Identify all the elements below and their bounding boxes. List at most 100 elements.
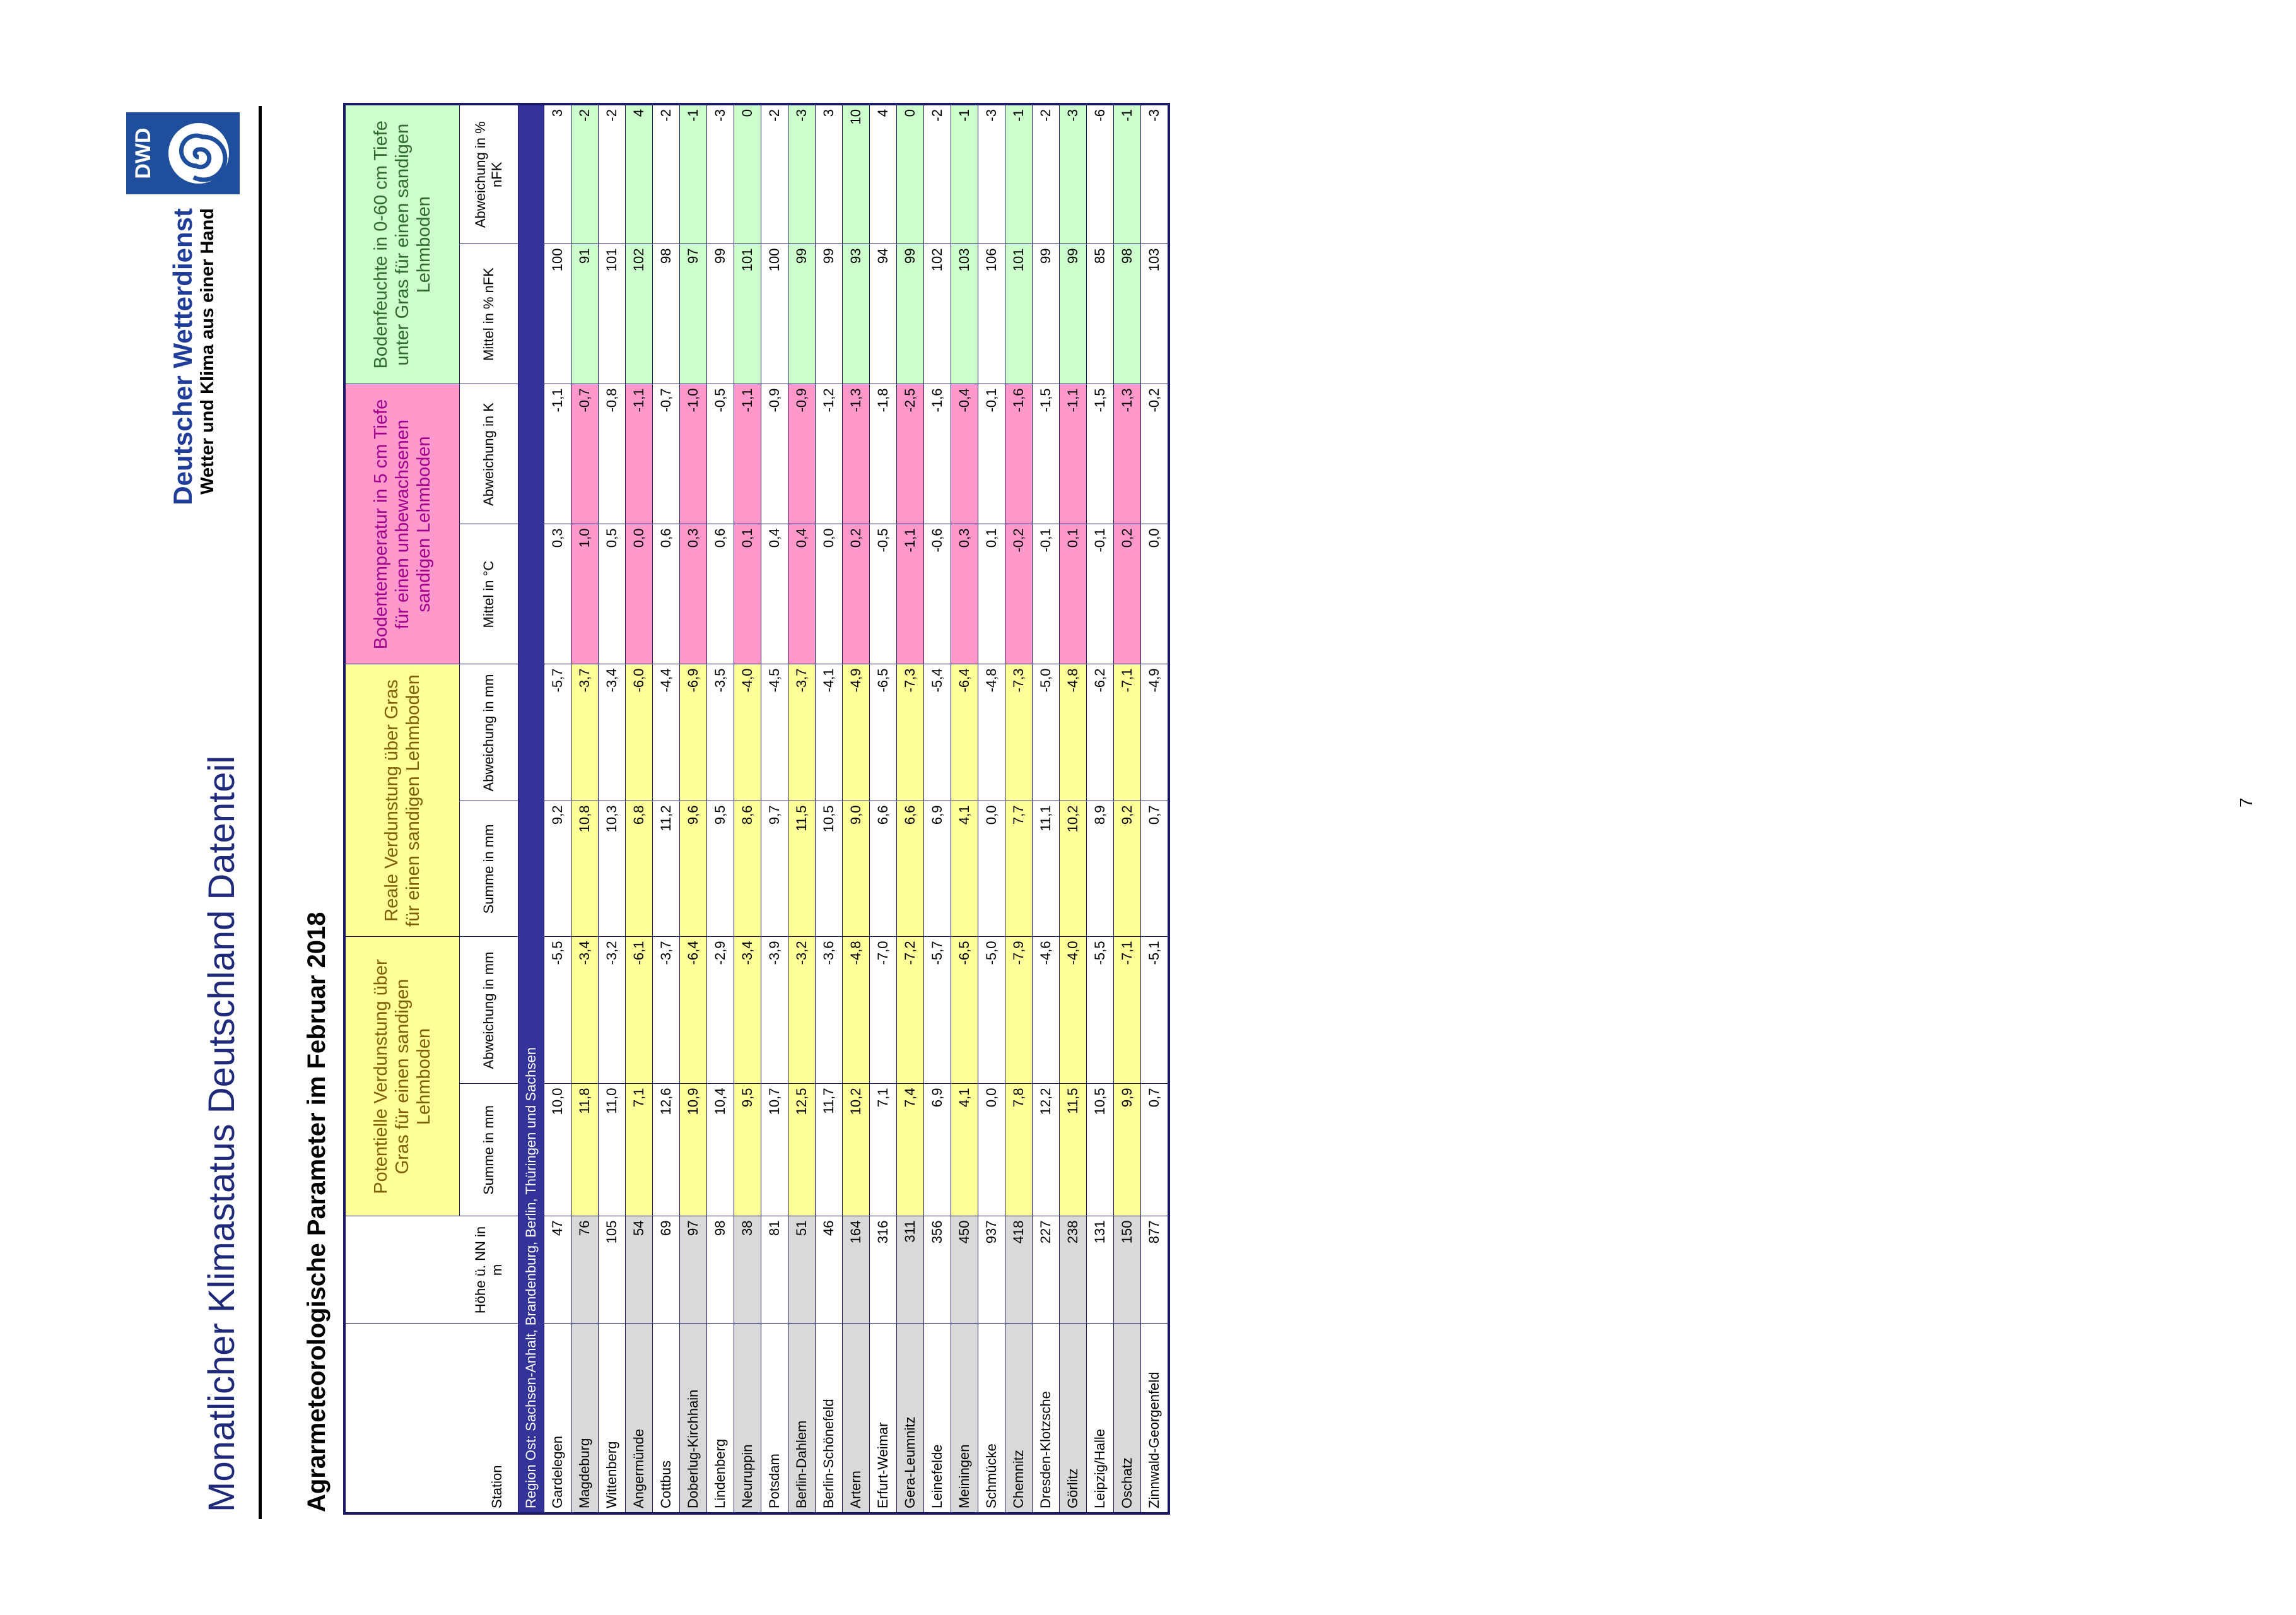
value-cell: 7,1 [625,1084,653,1216]
value-cell: 316 [869,1216,897,1324]
value-cell: 10,0 [544,1084,571,1216]
station-cell: Neuruppin [734,1324,761,1513]
value-cell: 101 [734,244,761,384]
value-cell: 11,2 [652,801,680,937]
value-cell: -4,4 [652,664,680,801]
value-cell: -2 [1032,104,1060,244]
value-cell: 10,7 [761,1084,788,1216]
value-cell: -0,7 [571,384,599,524]
station-cell: Berlin-Schönefeld [815,1324,843,1513]
value-cell: 164 [842,1216,870,1324]
value-cell: -5,5 [1086,937,1114,1084]
value-cell: 3 [544,104,571,244]
value-cell: 4 [869,104,897,244]
value-cell: -2 [923,104,951,244]
value-cell: -0,1 [978,384,1005,524]
value-cell: -3,5 [706,664,734,801]
station-cell: Gardelegen [544,1324,571,1513]
station-cell: Magdeburg [571,1324,599,1513]
value-cell: -3,4 [571,937,599,1084]
value-cell: -1,0 [679,384,707,524]
value-cell: 0,2 [1113,524,1141,664]
value-cell: 103 [951,244,978,384]
value-cell: 102 [923,244,951,384]
value-cell: 7,1 [869,1084,897,1216]
value-cell: 0 [896,104,924,244]
value-cell: 69 [652,1216,680,1324]
table-row: Görlitz 238 11,5 -4,0 10,2 -4,8 0,1 -1,1 99 -3 [1059,104,1087,1513]
value-cell: 238 [1059,1216,1087,1324]
value-cell: 8,9 [1086,801,1114,937]
station-cell: Görlitz [1059,1324,1087,1513]
value-cell: 7,8 [1005,1084,1033,1216]
value-cell: 10,3 [598,801,626,937]
value-cell: -1,1 [734,384,761,524]
value-cell: -1,1 [896,524,924,664]
value-cell: 6,6 [896,801,924,937]
value-cell: -0,6 [923,524,951,664]
value-cell: -6,4 [951,664,978,801]
value-cell: -5,1 [1140,937,1169,1084]
value-cell: 99 [815,244,843,384]
value-cell: 76 [571,1216,599,1324]
table-row: Artern 164 10,2 -4,8 9,0 -4,9 0,2 -1,3 93 10 [842,104,870,1513]
value-cell: -4,8 [978,664,1005,801]
value-cell: 11,0 [598,1084,626,1216]
table-row: Angermünde 54 7,1 -6,1 6,8 -6,0 0,0 -1,1 102 4 [625,104,653,1513]
value-cell: 54 [625,1216,653,1324]
value-cell: 131 [1086,1216,1114,1324]
value-cell: -3,4 [598,664,626,801]
value-cell: -4,8 [1059,664,1087,801]
value-cell: 7,7 [1005,801,1033,937]
value-cell: 0,2 [842,524,870,664]
value-cell: 93 [842,244,870,384]
station-cell: Meiningen [951,1324,978,1513]
value-cell: 9,9 [1113,1084,1141,1216]
value-cell: 85 [1086,244,1114,384]
sub-header: Abweichung in % nFK [459,104,518,244]
value-cell: -1,6 [923,384,951,524]
station-cell: Dresden-Klotzsche [1032,1324,1060,1513]
table-row: Meiningen 450 4,1 -6,5 4,1 -6,4 0,3 -0,4 103 -1 [951,104,978,1513]
value-cell: -3 [978,104,1005,244]
value-cell: -0,2 [1005,524,1033,664]
station-cell: Artern [842,1324,870,1513]
value-cell: -0,2 [1140,384,1169,524]
value-cell: 4,1 [951,801,978,937]
value-cell: -6,2 [1086,664,1114,801]
value-cell: -2,9 [706,937,734,1084]
value-cell: 9,0 [842,801,870,937]
value-cell: 0,0 [1140,524,1169,664]
value-cell: 81 [761,1216,788,1324]
value-cell: 0,5 [598,524,626,664]
table-row: Berlin-Schönefeld 46 11,7 -3,6 10,5 -4,1 0,0 -1… [815,104,843,1513]
value-cell: -3,9 [761,937,788,1084]
value-cell: 7,4 [896,1084,924,1216]
value-cell: -3 [788,104,816,244]
group-header: Bodentemperatur in 5 cm Tiefe für einen … [344,384,460,664]
table-row: Cottbus 69 12,6 -3,7 11,2 -4,4 0,6 -0,7 98 -2 [652,104,680,1513]
table-row: Chemnitz 418 7,8 -7,9 7,7 -7,3 -0,2 -1,6 101 -1 [1005,104,1033,1513]
value-cell: 10,9 [679,1084,707,1216]
value-cell: 0,4 [788,524,816,664]
station-cell: Gera-Leumnitz [896,1324,924,1513]
value-cell: -6 [1086,104,1114,244]
sub-header: Abweichung in mm [459,937,518,1084]
value-cell: 0 [734,104,761,244]
value-cell: 38 [734,1216,761,1324]
value-cell: -6,9 [679,664,707,801]
value-cell: -6,5 [951,937,978,1084]
value-cell: -6,0 [625,664,653,801]
header-cell: Höhe ü. NN in m [344,1216,518,1324]
value-cell: 11,5 [1059,1084,1087,1216]
table-row: Gardelegen 47 10,0 -5,5 9,2 -5,7 0,3 -1,1 100 3 [544,104,571,1513]
value-cell: 94 [869,244,897,384]
station-cell: Cottbus [652,1324,680,1513]
value-cell: 101 [1005,244,1033,384]
value-cell: 6,6 [869,801,897,937]
station-cell: Oschatz [1113,1324,1141,1513]
table-row: Schmücke 937 0,0 -5,0 0,0 -4,8 0,1 -0,1 106 -3 [978,104,1005,1513]
value-cell: 11,8 [571,1084,599,1216]
value-cell: 12,2 [1032,1084,1060,1216]
value-cell: 0,1 [1059,524,1087,664]
